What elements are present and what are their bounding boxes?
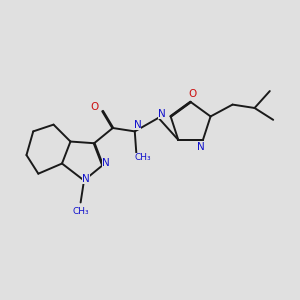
Text: N: N [134, 120, 141, 130]
Text: O: O [90, 102, 98, 112]
Text: CH₃: CH₃ [72, 207, 89, 216]
Text: N: N [82, 174, 90, 184]
Text: O: O [188, 89, 196, 100]
Text: N: N [158, 109, 166, 119]
Text: N: N [102, 158, 110, 167]
Text: CH₃: CH₃ [134, 153, 151, 162]
Text: N: N [197, 142, 205, 152]
